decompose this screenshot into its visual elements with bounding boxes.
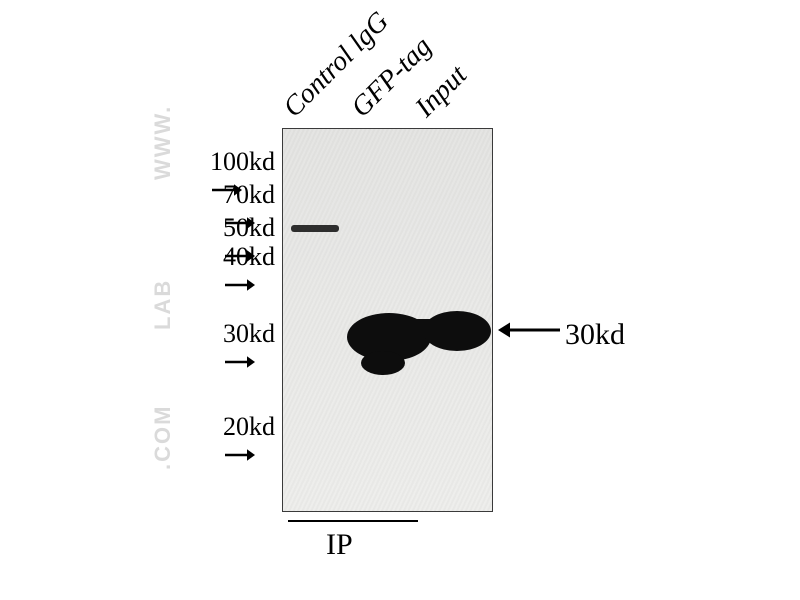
target-label: 30kd [565, 318, 625, 352]
target-arrow [0, 0, 800, 600]
ip-label: IP [326, 528, 353, 562]
figure-container: WWW.LAB.COM 100kd70kd50kd40kd30kd20kd Co… [0, 0, 800, 600]
ip-underline [288, 520, 418, 522]
